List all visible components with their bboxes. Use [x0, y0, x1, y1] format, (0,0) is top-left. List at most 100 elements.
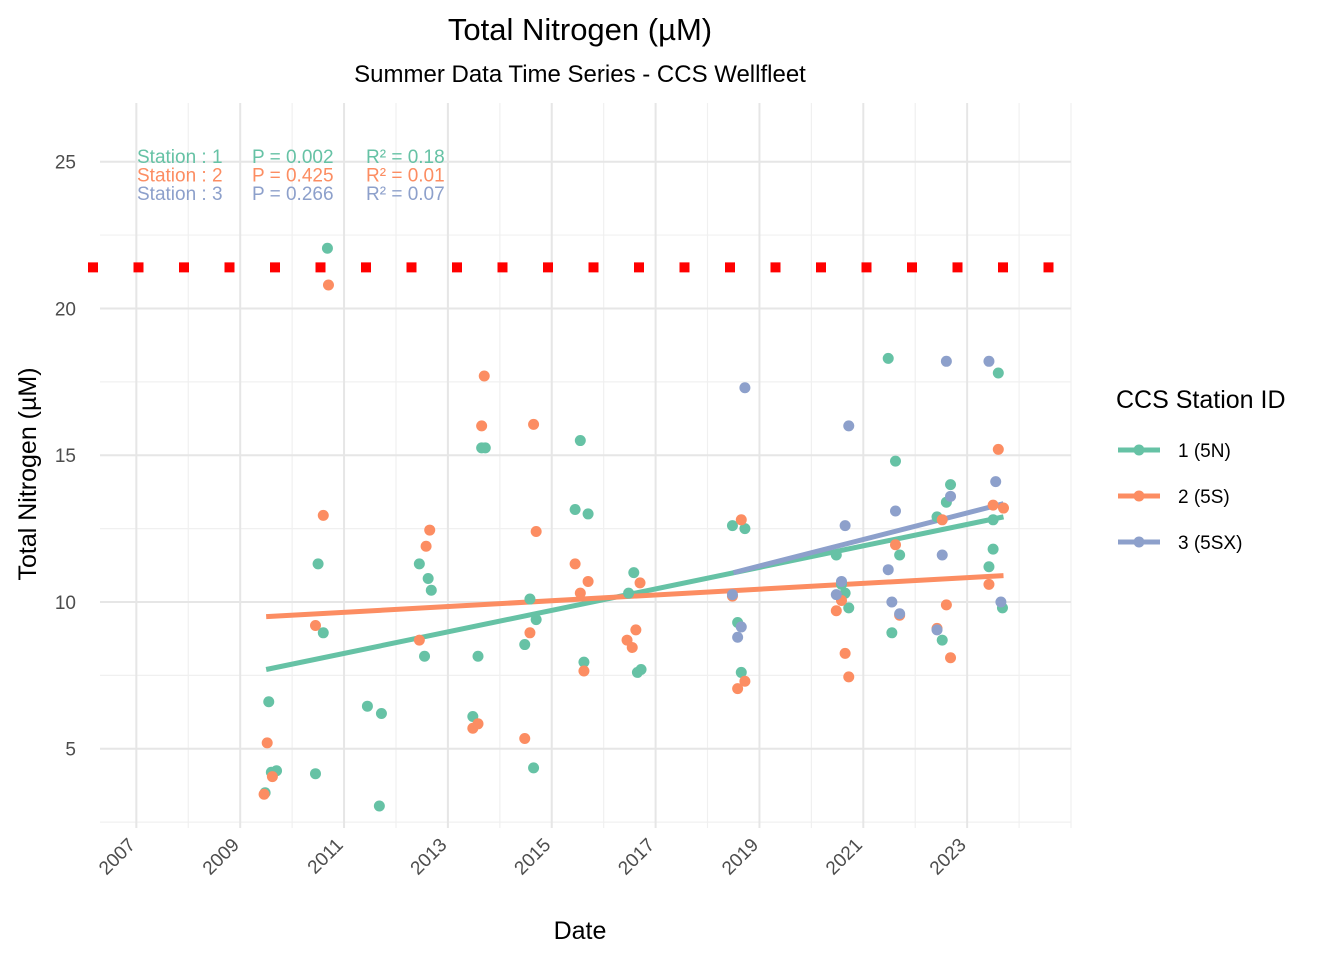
data-point	[569, 558, 581, 570]
data-point	[528, 418, 540, 430]
data-point	[992, 443, 1004, 455]
legend-label: 3 (5SX)	[1178, 533, 1242, 554]
data-point	[524, 593, 536, 605]
major-gridlines	[100, 103, 1071, 828]
x-tick-label: 2023	[926, 835, 971, 880]
data-point	[322, 279, 334, 291]
x-tick-label: 2009	[199, 835, 244, 880]
data-point	[425, 584, 437, 596]
data-point	[413, 634, 425, 646]
x-tick-label: 2013	[407, 835, 452, 880]
data-point	[630, 624, 642, 636]
data-point	[263, 696, 275, 708]
data-point	[945, 490, 957, 502]
data-point	[578, 665, 590, 677]
annotation-r-squared: R² = 0.07	[366, 184, 445, 205]
data-point	[472, 650, 484, 662]
data-point	[373, 800, 385, 812]
annotation-station: Station : 1	[137, 147, 223, 168]
data-point	[835, 575, 847, 587]
data-point	[528, 762, 540, 774]
data-point	[530, 614, 542, 626]
data-point	[574, 587, 586, 599]
data-point	[739, 675, 751, 687]
data-point	[261, 737, 273, 749]
annotation-r-squared: R² = 0.01	[366, 166, 445, 187]
data-point	[735, 621, 747, 633]
data-point	[843, 602, 855, 614]
legend: CCS Station ID 1 (5N) 2 (5S) 3 (5SX)	[1116, 386, 1286, 554]
data-point	[419, 650, 431, 662]
data-points	[258, 242, 1009, 812]
data-point	[830, 605, 842, 617]
data-point	[987, 543, 999, 555]
data-point	[519, 639, 531, 651]
trend-line	[732, 501, 1005, 576]
data-point	[472, 718, 484, 730]
chart-title: Total Nitrogen (µM)	[448, 12, 712, 47]
y-tick-label: 15	[55, 446, 76, 467]
data-point	[312, 558, 324, 570]
data-point	[945, 652, 957, 664]
data-point	[635, 663, 647, 675]
legend-marker	[1133, 490, 1145, 502]
data-point	[424, 524, 436, 536]
annotation-p-value: P = 0.425	[252, 166, 334, 187]
x-tick-label: 2007	[95, 835, 140, 880]
y-axis-title: Total Nitrogen (µM)	[14, 367, 42, 580]
y-tick-label: 5	[65, 740, 76, 761]
data-point	[936, 549, 948, 561]
x-axis-title: Date	[554, 917, 607, 945]
chart-subtitle: Summer Data Time Series - CCS Wellfleet	[354, 61, 806, 88]
data-point	[628, 567, 640, 579]
data-point	[321, 242, 333, 254]
data-point	[582, 575, 594, 587]
data-point	[634, 577, 646, 589]
data-point	[413, 558, 425, 570]
data-point	[317, 509, 329, 521]
data-point	[361, 700, 373, 712]
trend-line	[266, 573, 1004, 620]
legend-title: CCS Station ID	[1116, 386, 1286, 414]
data-point	[945, 479, 957, 491]
y-tick-label: 10	[55, 593, 76, 614]
data-point	[983, 561, 995, 573]
minor-gridlines	[100, 103, 1072, 828]
data-point	[479, 442, 491, 454]
data-point	[574, 435, 586, 447]
x-tick-label: 2017	[614, 835, 659, 880]
data-point	[530, 526, 542, 538]
data-point	[524, 627, 536, 639]
data-point	[309, 768, 321, 780]
data-point	[843, 420, 855, 432]
data-point	[732, 631, 744, 643]
data-point	[732, 683, 744, 695]
data-point	[623, 587, 635, 599]
data-point	[726, 589, 738, 601]
y-tick-label: 25	[55, 153, 76, 174]
y-tick-label: 20	[55, 299, 76, 320]
x-tick-label: 2021	[822, 835, 867, 880]
data-point	[420, 540, 432, 552]
data-point	[309, 619, 321, 631]
data-point	[889, 455, 901, 467]
data-point	[886, 596, 898, 608]
data-point	[626, 641, 638, 653]
data-point	[882, 564, 894, 576]
data-point	[983, 355, 995, 367]
annotation-station: Station : 3	[137, 184, 223, 205]
data-point	[726, 520, 738, 532]
data-point	[317, 627, 329, 639]
data-point	[476, 420, 488, 432]
data-point	[258, 788, 270, 800]
legend-marker	[1133, 444, 1145, 456]
data-point	[936, 634, 948, 646]
data-point	[882, 352, 894, 364]
data-point	[936, 514, 948, 526]
trend-lines	[265, 501, 1005, 672]
data-point	[995, 596, 1007, 608]
data-point	[983, 578, 995, 590]
data-point	[889, 505, 901, 517]
data-point	[266, 771, 278, 783]
data-point	[843, 671, 855, 683]
